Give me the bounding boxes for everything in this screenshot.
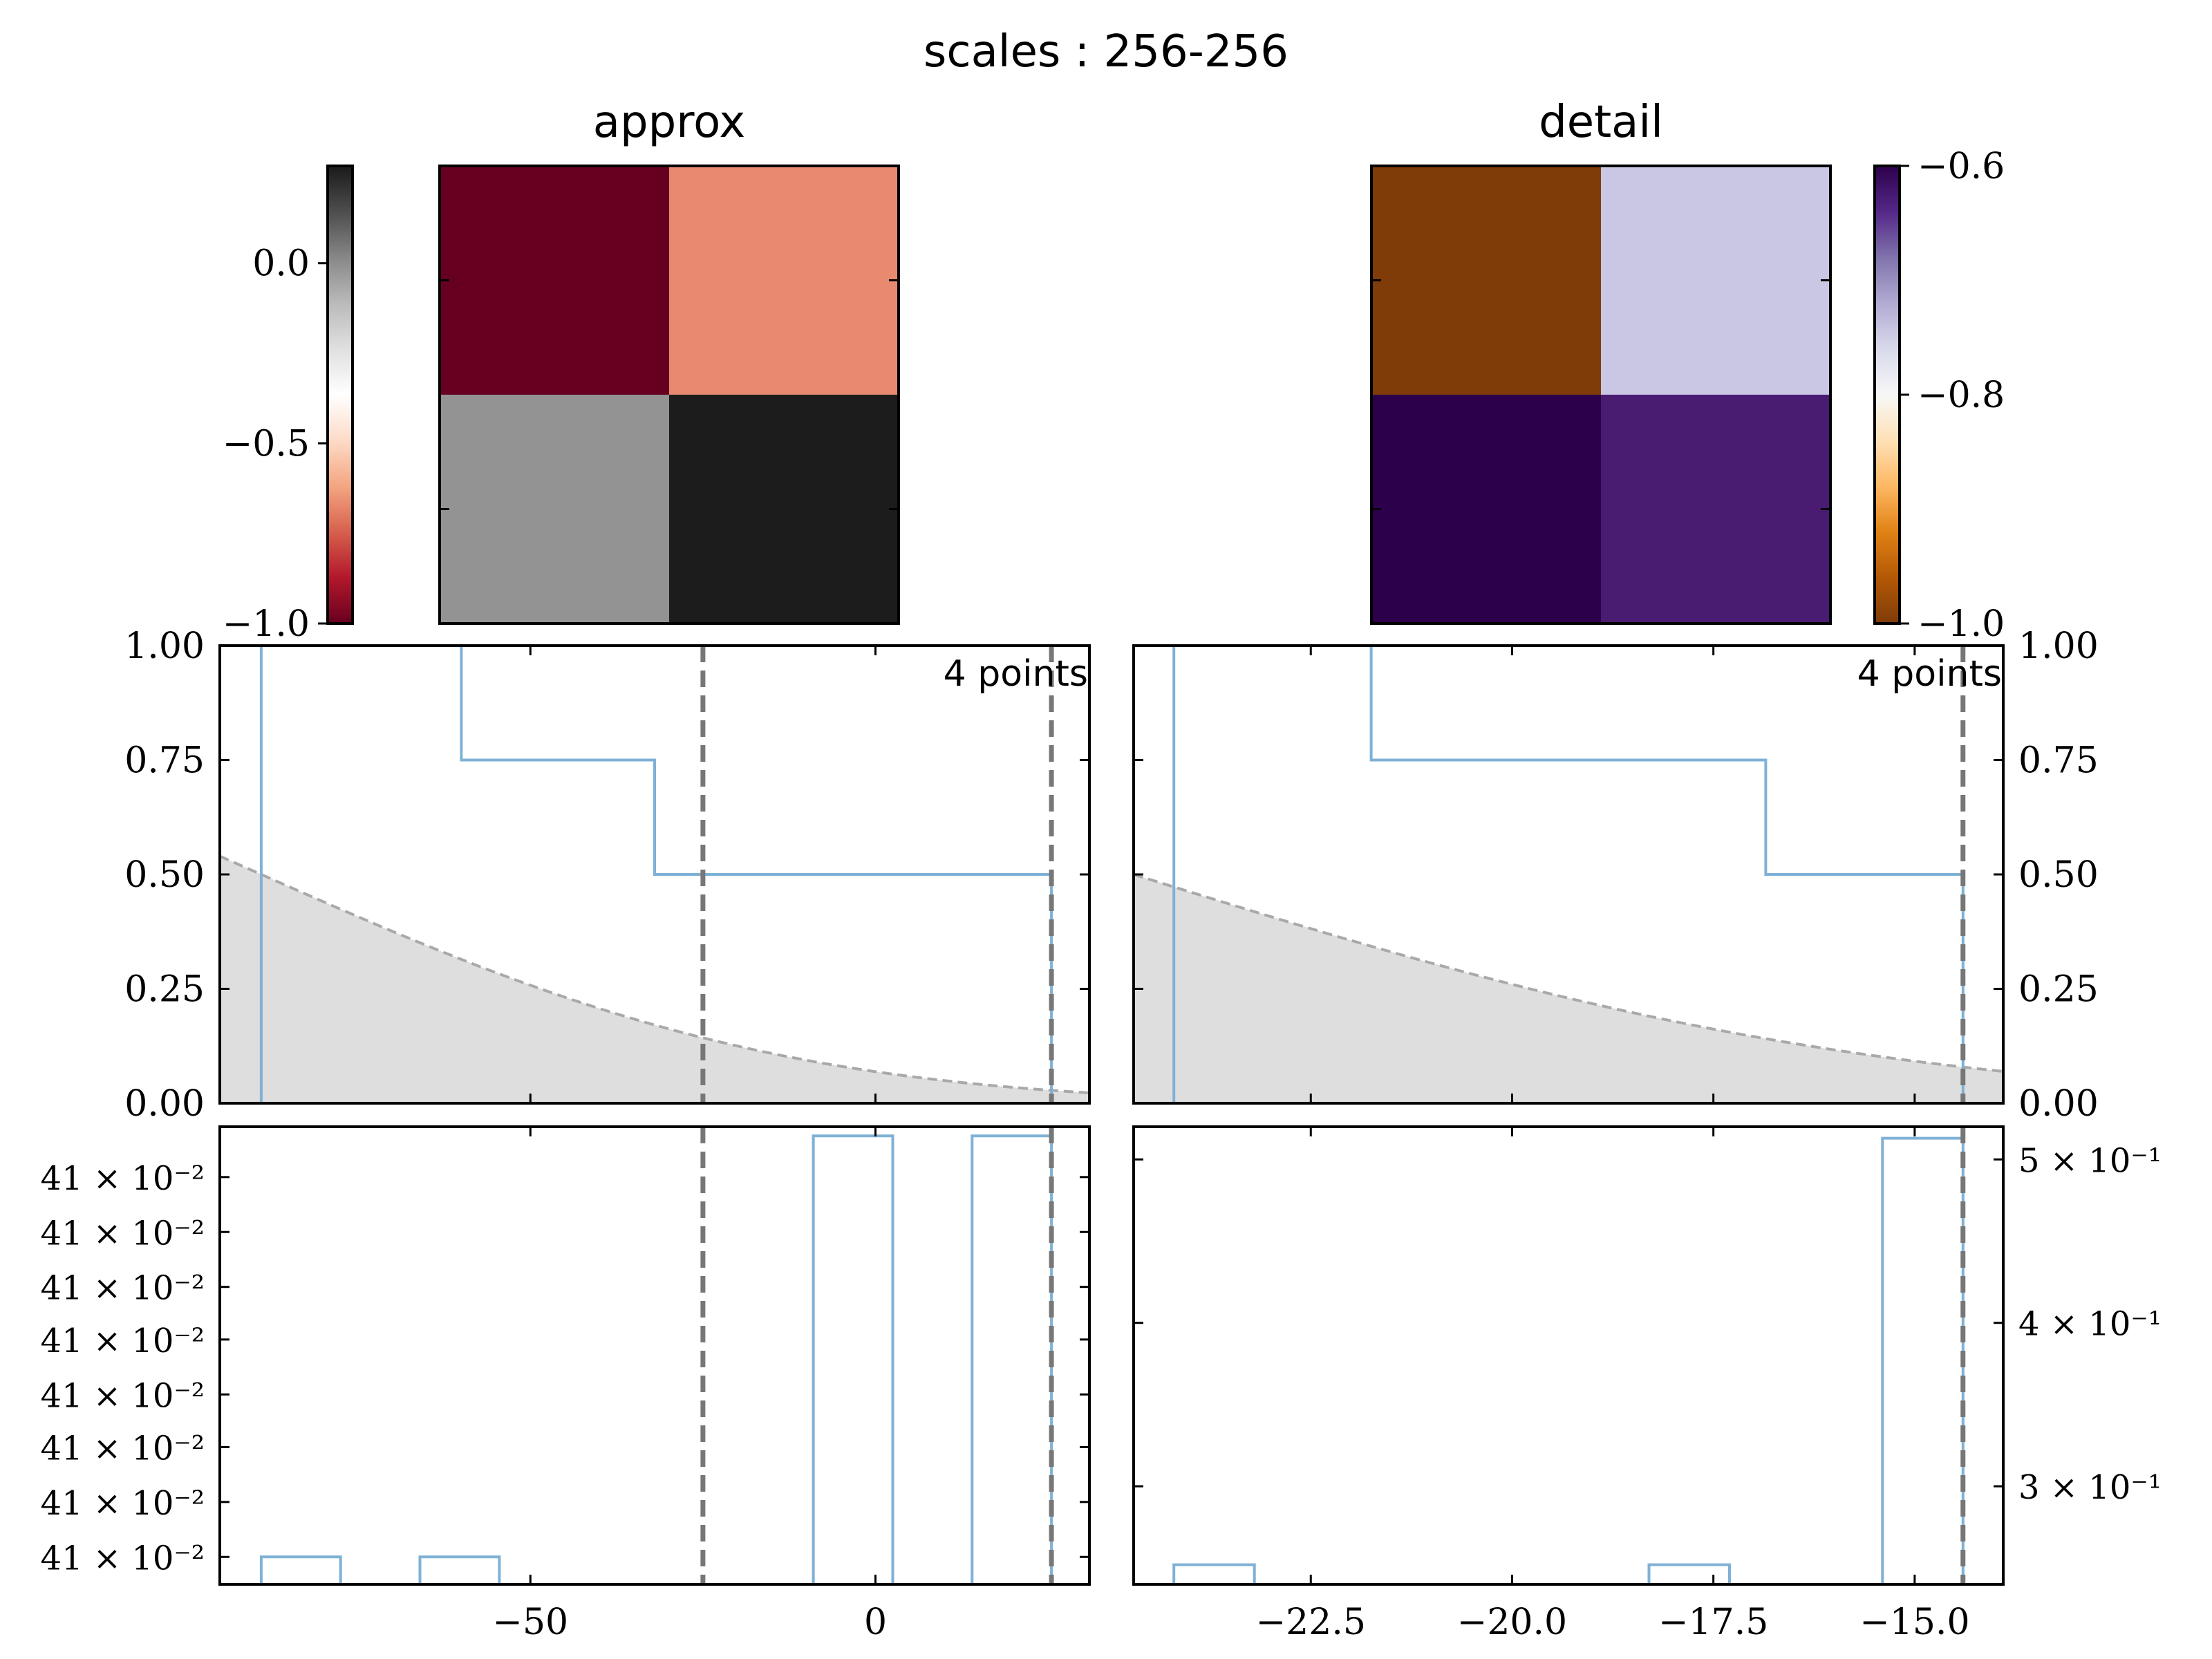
- x-tick-label: −50: [492, 1602, 568, 1643]
- detail-heatmap: detail −0.6 −0.8 −1.0: [1370, 97, 2005, 645]
- hist-bar: [418, 1555, 501, 1584]
- colorbar-tick-label: −1.0: [1918, 603, 2005, 645]
- y-tick-label: 41 × 10⁻²: [41, 1269, 205, 1308]
- heatmap-title: detail: [1539, 97, 1663, 148]
- x-tick-label: −17.5: [1658, 1602, 1768, 1643]
- y-tick-label: 0.25: [124, 969, 205, 1011]
- y-tick-label: 1.00: [2018, 626, 2099, 667]
- heatmap-frame: [1370, 165, 1832, 625]
- hist-bar: [1172, 1563, 1256, 1584]
- colorbar-tick-label: −0.8: [1918, 375, 2005, 416]
- gaussian-curve: [219, 854, 1090, 1094]
- y-tick-label: 4 × 10⁻¹: [2018, 1305, 2162, 1344]
- x-tick-label: −15.0: [1859, 1602, 1969, 1643]
- points-annotation: 4 points: [944, 653, 1088, 695]
- hist-frame: [218, 1125, 1091, 1586]
- colorbar-tick-label: −0.6: [1918, 146, 2005, 187]
- y-tick-label: 1.00: [124, 626, 205, 667]
- hist-bar: [971, 1134, 1053, 1584]
- detail-hist-panel: −22.5 −20.0 −17.5 −15.0 5 × 10⁻¹ 4 × 10⁻¹ 3 × …: [1132, 1125, 2162, 1643]
- y-tick-label: 0.50: [124, 854, 205, 896]
- gaussian-area: [1134, 874, 2003, 1103]
- heatmap-cell: [1601, 395, 1830, 624]
- hist-bar: [812, 1134, 894, 1584]
- gaussian-area: [220, 856, 1089, 1103]
- gaussian-curve: [1133, 873, 2004, 1073]
- colorbar-tick-label: −0.5: [223, 423, 310, 465]
- approx-cdf-panel: 0.00 0.25 0.50 0.75 1.00 4 points: [124, 626, 1091, 1125]
- y-tick-label: 41 × 10⁻²: [41, 1539, 205, 1577]
- figure-title: scales : 256-256: [924, 26, 1288, 77]
- y-tick-label: 0.50: [2018, 854, 2099, 896]
- x-tick-label: −20.0: [1457, 1602, 1567, 1643]
- x-tick-label: −22.5: [1256, 1602, 1366, 1643]
- y-tick-label: 0.25: [2018, 969, 2099, 1011]
- heatmap-cell: [1371, 395, 1601, 624]
- hist-bar: [259, 1555, 342, 1584]
- colorbar-frame: [326, 165, 354, 625]
- y-tick-label: 0.00: [124, 1083, 205, 1125]
- approx-heatmap: approx 0.0 −0.5 −1.0: [223, 97, 900, 645]
- x-tick-label: 0: [864, 1602, 887, 1643]
- heatmap-frame: [438, 165, 900, 625]
- y-tick-label: 41 × 10⁻²: [41, 1429, 205, 1468]
- hist-bar: [1647, 1563, 1731, 1584]
- detail-cdf-panel: 0.00 0.25 0.50 0.75 1.00 4 points: [1132, 626, 2099, 1125]
- heatmap-cell: [440, 395, 669, 624]
- hist-frame: [1132, 1125, 2005, 1586]
- approx-hist-panel: −50 0 41 × 10⁻² 41 × 10⁻² 41 × 10⁻² 41 × 10⁻²…: [41, 1125, 1091, 1643]
- heatmap-title: approx: [593, 97, 745, 148]
- y-tick-label: 5 × 10⁻¹: [2018, 1141, 2162, 1180]
- colorbar-tick-label: −1.0: [223, 603, 310, 645]
- colorbar-tick-label: 0.0: [252, 243, 310, 285]
- points-annotation: 4 points: [1857, 653, 2002, 695]
- y-tick-label: 0.75: [2018, 740, 2099, 782]
- colorbar-gradient: [328, 166, 353, 624]
- y-tick-label: 41 × 10⁻²: [41, 1322, 205, 1360]
- y-tick-label: 0.75: [124, 740, 205, 782]
- heatmap-cell: [1371, 166, 1601, 395]
- heatmap-cell: [669, 395, 899, 624]
- y-tick-label: 41 × 10⁻²: [41, 1214, 205, 1253]
- y-tick-label: 0.00: [2018, 1083, 2099, 1125]
- y-tick-label: 41 × 10⁻²: [41, 1376, 205, 1415]
- y-tick-label: 41 × 10⁻²: [41, 1484, 205, 1523]
- heatmap-cell: [1601, 166, 1830, 395]
- hist-bar: [1881, 1136, 1965, 1584]
- colorbar-gradient: [1875, 166, 1900, 624]
- heatmap-cell: [669, 166, 899, 395]
- y-tick-label: 41 × 10⁻²: [41, 1159, 205, 1198]
- heatmap-cell: [440, 166, 669, 395]
- y-tick-label: 3 × 10⁻¹: [2018, 1468, 2162, 1507]
